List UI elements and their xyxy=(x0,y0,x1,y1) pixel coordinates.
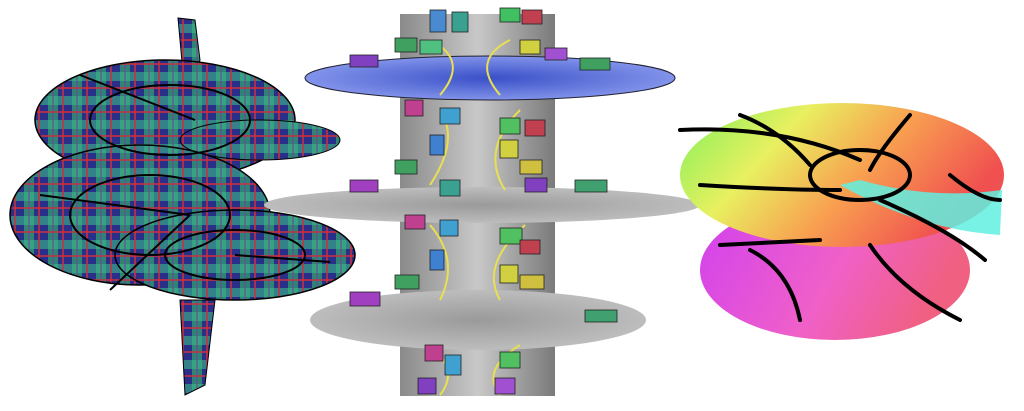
car-helicoid xyxy=(264,7,700,396)
rainbow-helicoid xyxy=(678,103,1004,340)
plaid-helicoid xyxy=(9,17,356,396)
